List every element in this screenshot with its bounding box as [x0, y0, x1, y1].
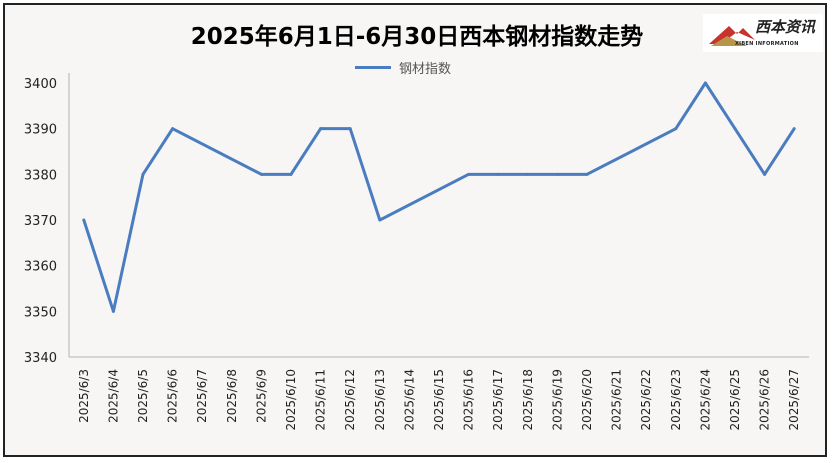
- x-tick-label: 2025/6/7: [195, 369, 209, 423]
- data-point: [289, 172, 293, 176]
- data-point: [792, 127, 796, 131]
- y-tick-label: 3370: [24, 214, 57, 229]
- chart-frame: [3, 3, 827, 457]
- x-tick-label: 2025/6/21: [610, 369, 624, 431]
- series-line: [82, 81, 796, 313]
- x-tick-label: 2025/6/11: [314, 369, 328, 431]
- x-tick-label: 2025/6/20: [580, 369, 594, 431]
- data-point: [703, 81, 707, 85]
- data-point: [111, 309, 115, 313]
- y-tick-label: 3390: [24, 123, 57, 138]
- data-point: [763, 172, 767, 176]
- data-point: [378, 218, 382, 222]
- x-tick-label: 2025/6/19: [550, 369, 564, 431]
- legend: 钢材指数: [355, 58, 451, 77]
- x-tick-label: 2025/6/18: [521, 369, 535, 431]
- x-tick-label: 2025/6/16: [462, 369, 476, 431]
- legend-swatch: [355, 66, 391, 69]
- x-tick-label: 2025/6/8: [225, 369, 239, 423]
- x-tick-label: 2025/6/27: [787, 369, 801, 431]
- x-tick-label: 2025/6/13: [373, 369, 387, 431]
- data-point: [141, 172, 145, 176]
- x-tick-label: 2025/6/3: [77, 369, 91, 423]
- x-tick-label: 2025/6/5: [136, 369, 150, 423]
- x-tick-label: 2025/6/12: [343, 369, 357, 431]
- x-tick-label: 2025/6/22: [639, 369, 653, 431]
- legend-label: 钢材指数: [399, 62, 452, 77]
- data-point: [171, 127, 175, 131]
- x-tick-label: 2025/6/4: [106, 369, 120, 423]
- data-point: [496, 172, 500, 176]
- x-tick-label: 2025/6/10: [284, 369, 298, 431]
- data-point: [82, 218, 86, 222]
- data-point: [319, 127, 323, 131]
- mountain-logo-icon: [709, 26, 755, 46]
- x-tick-label: 2025/6/6: [166, 369, 180, 423]
- x-tick-label: 2025/6/24: [698, 369, 712, 431]
- data-point: [585, 172, 589, 176]
- y-tick-label: 3350: [24, 305, 57, 320]
- x-tick-label: 2025/6/14: [402, 369, 416, 431]
- data-point: [467, 172, 471, 176]
- y-tick-label: 3400: [24, 77, 57, 92]
- x-tick-label: 2025/6/17: [491, 369, 505, 431]
- data-point: [733, 127, 737, 131]
- data-point: [526, 172, 530, 176]
- x-tick-label: 2025/6/23: [669, 369, 683, 431]
- y-tick-label: 3340: [24, 351, 57, 366]
- chart-title: 2025年6月1日-6月30日西本钢材指数走势: [190, 24, 644, 50]
- x-tick-label: 2025/6/9: [254, 369, 268, 423]
- logo-subtext: XIBEN INFORMATION: [735, 41, 799, 47]
- data-point: [674, 127, 678, 131]
- y-tick-label: 3380: [24, 168, 57, 183]
- x-tick-label: 2025/6/26: [758, 369, 772, 431]
- y-tick-label: 3360: [24, 260, 57, 275]
- logo-text: 西本资讯: [755, 18, 816, 36]
- data-point: [555, 172, 559, 176]
- x-tick-label: 2025/6/25: [728, 369, 742, 431]
- brand-logo: 西本资讯 XIBEN INFORMATION: [703, 14, 823, 52]
- x-tick-label: 2025/6/15: [432, 369, 446, 431]
- data-point: [348, 127, 352, 131]
- data-point: [259, 172, 263, 176]
